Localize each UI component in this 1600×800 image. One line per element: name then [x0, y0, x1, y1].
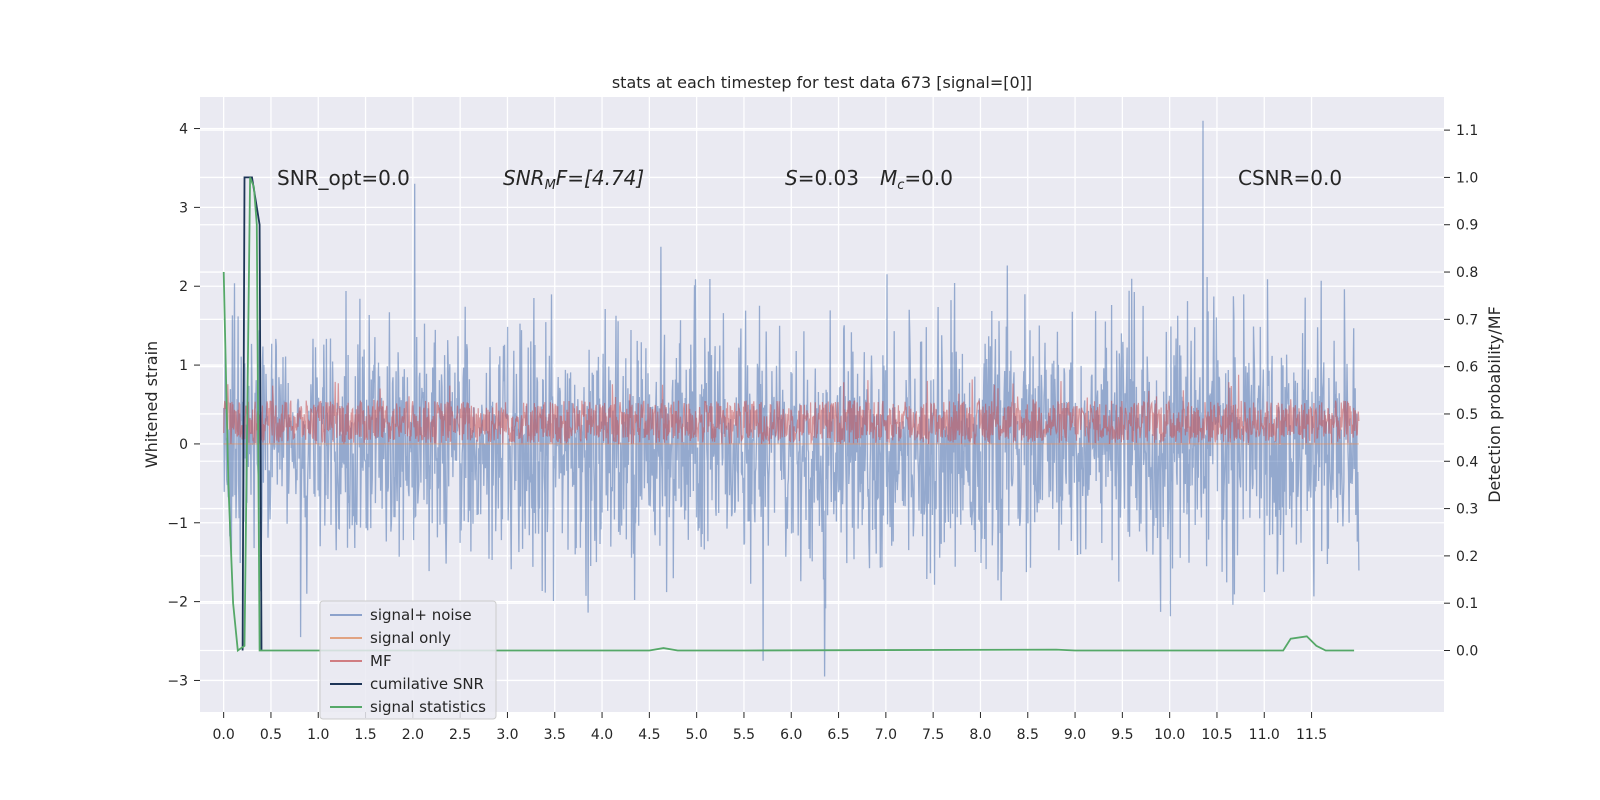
x-tick-label: 3.0	[496, 727, 518, 743]
mc-rest: =0.0	[904, 166, 953, 190]
s-rest: =0.03	[798, 166, 859, 190]
annotation-snr-opt: SNR_opt=0.0	[277, 166, 410, 190]
y-tick-label: 3	[179, 200, 188, 216]
y-axis-label: Whitened strain	[142, 341, 161, 468]
snr-mf-main: SNR	[503, 166, 545, 190]
x-tick-label: 0.5	[260, 727, 282, 743]
x-tick-label: 4.5	[638, 727, 660, 743]
mc-sub: c	[897, 178, 904, 193]
y-right-tick-label: 0.9	[1456, 218, 1478, 234]
annotation-csnr: CSNR=0.0	[1238, 166, 1342, 190]
x-tick-label: 0.0	[213, 727, 235, 743]
x-axis: 0.0 0.5 1.0 1.5 2.0 2.5 3.0 3.5 4.0 4.5 5.0 5.5 6.0 6…	[213, 712, 1327, 743]
x-tick-label: 11.0	[1249, 727, 1280, 743]
x-tick-label: 7.5	[922, 727, 944, 743]
y-right-tick-label: 0.8	[1456, 265, 1478, 281]
x-tick-label: 9.0	[1064, 727, 1086, 743]
x-tick-label: 8.5	[1017, 727, 1039, 743]
y-axis-right: 1.1 1.0 0.9 0.8 0.7 0.6 0.5 0.4 0.3 0.2 0.1 0.0	[1444, 123, 1478, 660]
series-cumulative-snr	[241, 176, 263, 651]
legend-box	[319, 600, 497, 720]
y-right-tick-label: 0.2	[1456, 549, 1478, 565]
x-tick-label: 1.5	[354, 727, 376, 743]
y-tick-label: −3	[167, 673, 188, 689]
x-tick-label: 5.5	[733, 727, 755, 743]
series-signal-statistics	[222, 177, 1355, 653]
x-tick-label: 5.0	[686, 727, 708, 743]
series-mf	[223, 374, 1360, 445]
y-tick-label: 2	[179, 279, 188, 295]
annotation-mc: Mc=0.0	[880, 166, 953, 193]
x-tick-label: 8.0	[969, 727, 991, 743]
y-tick-label: 4	[179, 122, 188, 138]
legend-label: MF	[370, 652, 392, 670]
x-tick-label: 2.5	[449, 727, 471, 743]
x-tick-label: 9.5	[1111, 727, 1133, 743]
x-tick-label: 3.5	[544, 727, 566, 743]
x-tick-label: 10.0	[1154, 727, 1185, 743]
mc-main: M	[880, 166, 897, 190]
legend-label: cumilative SNR	[370, 675, 484, 693]
series-layer	[222, 120, 1360, 677]
legend-label: signal statistics	[370, 698, 486, 716]
chart-title: stats at each timestep for test data 673…	[612, 73, 1032, 92]
y-right-tick-label: 0.1	[1456, 596, 1478, 612]
y-tick-label: 0	[179, 437, 188, 453]
y-tick-label: −1	[167, 516, 188, 532]
y-axis-label-right: Detection probability/MF	[1485, 306, 1504, 503]
x-tick-label: 11.5	[1296, 727, 1327, 743]
annotation-snr-mf: SNRMF=[4.74]	[503, 166, 644, 193]
legend: signal+ noise signal only MF cumilative SNR…	[319, 600, 497, 720]
snr-mf-sub: M	[545, 178, 556, 193]
y-right-tick-label: 0.4	[1456, 454, 1478, 470]
y-right-tick-label: 0.7	[1456, 312, 1478, 328]
y-right-tick-label: 0.6	[1456, 360, 1478, 376]
s-main: S	[785, 166, 798, 190]
x-tick-label: 4.0	[591, 727, 613, 743]
snr-mf-rest: F=[4.74]	[556, 166, 644, 190]
x-tick-label: 10.5	[1201, 727, 1232, 743]
x-tick-label: 2.0	[402, 727, 424, 743]
y-tick-label: 1	[179, 358, 188, 374]
y-right-tick-label: 1.1	[1456, 123, 1478, 139]
annotation-s: S=0.03	[785, 166, 859, 190]
x-tick-label: 7.0	[875, 727, 897, 743]
legend-label: signal only	[370, 629, 451, 647]
x-tick-label: 6.5	[827, 727, 849, 743]
y-axis-left: 4 3 2 1 0 −1 −2 −3	[167, 122, 200, 689]
legend-label: signal+ noise	[370, 606, 472, 624]
y-right-tick-label: 0.5	[1456, 407, 1478, 423]
y-right-tick-label: 0.0	[1456, 644, 1478, 660]
y-right-tick-label: 1.0	[1456, 170, 1478, 186]
y-tick-label: −2	[167, 595, 188, 611]
x-tick-label: 6.0	[780, 727, 802, 743]
x-tick-label: 1.0	[307, 727, 329, 743]
y-right-tick-label: 0.3	[1456, 502, 1478, 518]
